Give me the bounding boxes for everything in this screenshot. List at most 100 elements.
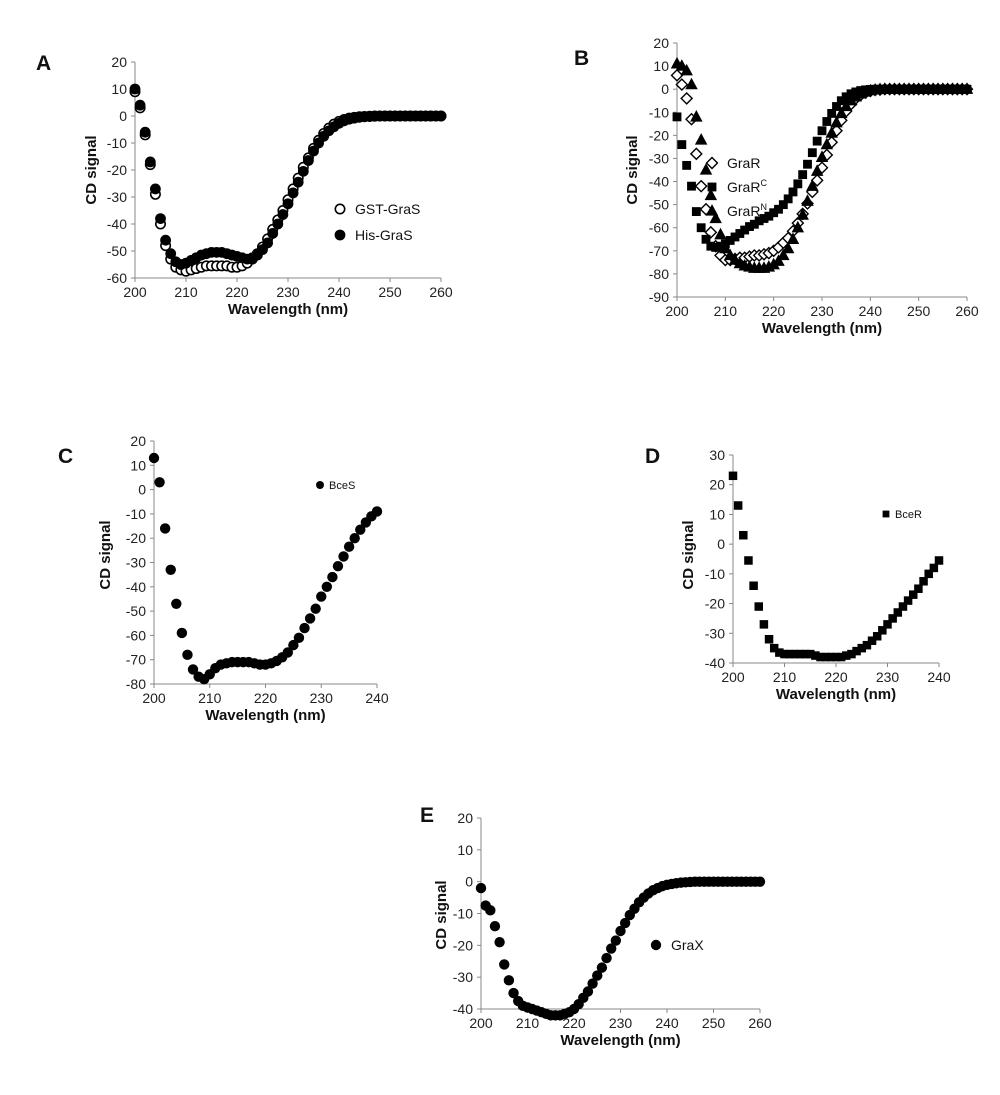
x-tick-label: 200 bbox=[469, 1015, 493, 1031]
legend-label: GST-GraS bbox=[355, 201, 420, 217]
legend-marker bbox=[705, 204, 719, 216]
data-point bbox=[160, 234, 172, 246]
data-point bbox=[675, 78, 689, 92]
data-point bbox=[680, 63, 693, 76]
data-point bbox=[148, 452, 160, 464]
data-point bbox=[297, 165, 309, 177]
data-point bbox=[934, 556, 944, 565]
data-point bbox=[176, 627, 188, 639]
data-point bbox=[783, 194, 793, 204]
data-point bbox=[798, 170, 808, 180]
y-tick-label: -50 bbox=[107, 243, 127, 259]
data-point bbox=[182, 649, 193, 661]
data-point bbox=[691, 207, 701, 216]
y-tick-label: -30 bbox=[126, 555, 146, 571]
data-point bbox=[475, 882, 487, 894]
data-point bbox=[694, 179, 708, 193]
data-point bbox=[835, 106, 848, 119]
x-tick-label: 220 bbox=[762, 303, 786, 319]
data-point bbox=[816, 652, 825, 662]
legend-label: GraX bbox=[671, 937, 704, 953]
data-point bbox=[592, 970, 603, 981]
data-point bbox=[791, 220, 805, 233]
data-point bbox=[772, 254, 785, 266]
y-tick-label: -60 bbox=[126, 627, 146, 643]
data-point bbox=[316, 591, 327, 602]
series-0 bbox=[475, 876, 766, 1021]
x-tick-label: 210 bbox=[198, 690, 222, 706]
data-point bbox=[810, 164, 824, 176]
x-tick-label: 260 bbox=[748, 1015, 772, 1031]
data-point bbox=[272, 218, 284, 230]
data-point bbox=[867, 636, 877, 645]
data-point bbox=[587, 978, 598, 989]
data-point bbox=[735, 229, 745, 238]
data-point bbox=[435, 110, 447, 122]
y-tick-label: 0 bbox=[119, 108, 127, 124]
data-point bbox=[728, 471, 738, 481]
data-point bbox=[960, 82, 974, 94]
y-tick-label: -20 bbox=[453, 937, 473, 953]
data-point bbox=[841, 92, 851, 102]
y-tick-label: 30 bbox=[709, 447, 725, 463]
y-tick-label: -40 bbox=[107, 216, 127, 232]
data-point bbox=[730, 232, 740, 242]
data-point bbox=[714, 227, 727, 240]
legend-label: GraRN bbox=[727, 202, 767, 219]
data-point bbox=[287, 187, 299, 199]
y-tick-label: 10 bbox=[709, 506, 725, 522]
x-tick-label: 240 bbox=[859, 303, 883, 319]
x-tick-label: 210 bbox=[174, 284, 198, 300]
x-tick-label: 200 bbox=[665, 303, 689, 319]
panel-c: C -80 -70 -60 -50 -40 -30 -20 -10 0 10 20 200 210 220 2… bbox=[58, 433, 389, 724]
data-point bbox=[872, 632, 882, 641]
y-tick-label: -50 bbox=[649, 197, 669, 213]
data-point bbox=[801, 194, 814, 206]
data-point bbox=[694, 133, 708, 145]
data-point bbox=[696, 223, 706, 233]
data-point bbox=[670, 68, 684, 82]
x-tick-label: 210 bbox=[516, 1015, 540, 1031]
data-point bbox=[706, 241, 716, 251]
x-tick-label: 220 bbox=[824, 669, 848, 685]
panel-a: A -60 -50 -40 -30 -20 -10 0 10 20 200 210 220 230 240 2… bbox=[36, 52, 453, 318]
data-point bbox=[812, 136, 822, 146]
x-tick-label: 220 bbox=[562, 1015, 586, 1031]
y-tick-label: -90 bbox=[649, 289, 669, 305]
data-point bbox=[719, 241, 732, 254]
data-point bbox=[769, 208, 779, 218]
data-point bbox=[788, 187, 798, 197]
panel-letter: B bbox=[574, 47, 589, 70]
data-point bbox=[144, 156, 156, 168]
data-point bbox=[187, 664, 199, 675]
data-point bbox=[759, 214, 769, 223]
data-point bbox=[898, 602, 908, 611]
data-point bbox=[842, 651, 851, 660]
data-point bbox=[699, 163, 713, 175]
data-point bbox=[704, 188, 718, 201]
panel-letter: D bbox=[645, 445, 660, 468]
data-point bbox=[769, 643, 779, 653]
data-point bbox=[754, 876, 766, 887]
data-point bbox=[277, 209, 289, 220]
y-tick-label: -40 bbox=[453, 1001, 473, 1017]
legend-label: BceR bbox=[895, 509, 922, 521]
y-tick-label: -20 bbox=[705, 596, 725, 612]
data-point bbox=[817, 126, 827, 136]
y-axis-title: CD signal bbox=[97, 520, 114, 589]
data-point bbox=[810, 173, 824, 187]
x-tick-label: 250 bbox=[378, 284, 402, 300]
legend-label: BceS bbox=[329, 480, 355, 492]
y-tick-label: -80 bbox=[126, 676, 146, 692]
data-point bbox=[332, 560, 344, 572]
data-point bbox=[919, 577, 928, 586]
data-point bbox=[800, 649, 810, 659]
data-point bbox=[680, 91, 694, 105]
y-tick-label: -10 bbox=[705, 566, 725, 582]
data-point bbox=[888, 614, 897, 623]
data-point bbox=[288, 639, 299, 651]
data-point bbox=[744, 556, 753, 565]
data-point bbox=[852, 646, 861, 656]
data-point bbox=[689, 147, 703, 161]
